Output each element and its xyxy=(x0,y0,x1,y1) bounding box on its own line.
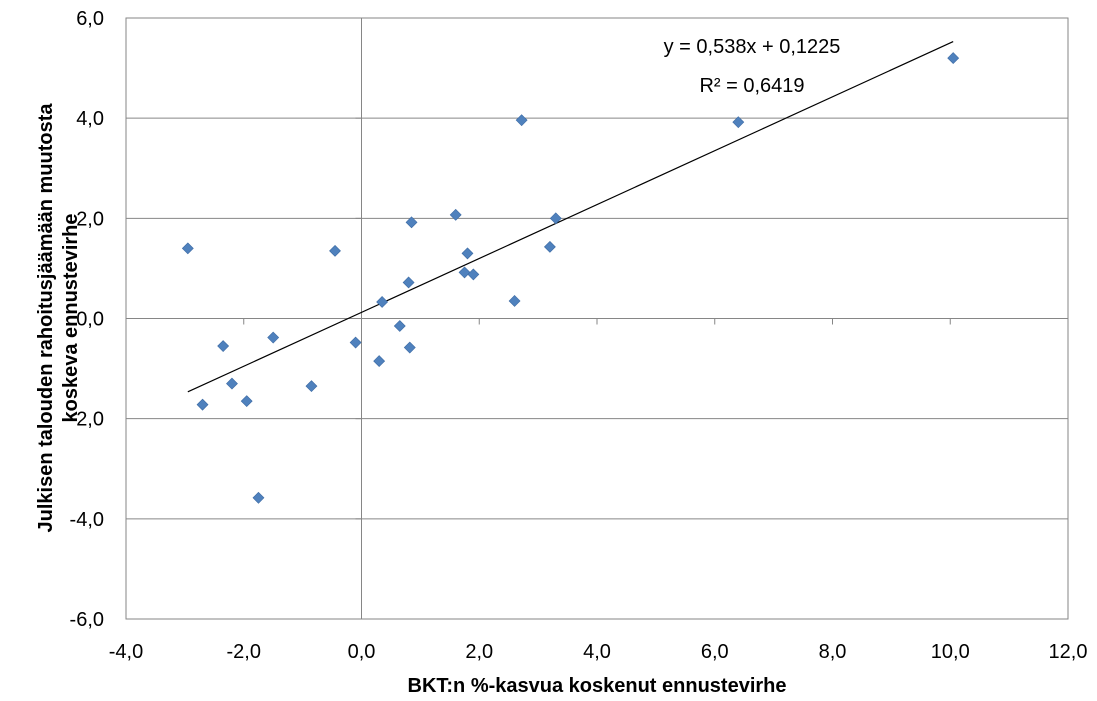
y-tick-label: 6,0 xyxy=(76,8,104,30)
data-point xyxy=(305,380,318,393)
data-point xyxy=(467,268,480,281)
data-point xyxy=(240,395,253,408)
data-point xyxy=(196,398,209,411)
y-axis-title-line-1: Julkisen talouden rahoitusjäämään muutos… xyxy=(35,103,57,533)
x-tick-label: 10,0 xyxy=(931,641,970,663)
x-tick-label: 2,0 xyxy=(465,641,493,663)
x-tick-label: -2,0 xyxy=(227,641,261,663)
data-point xyxy=(461,247,474,260)
x-tick-label: 8,0 xyxy=(819,641,847,663)
data-point xyxy=(732,116,745,129)
y-tick-label: 0,0 xyxy=(76,309,104,331)
x-tick-label: 12,0 xyxy=(1049,641,1088,663)
y-tick-label: -6,0 xyxy=(70,609,104,631)
data-point xyxy=(458,266,471,279)
r-squared-label: R² = 0,6419 xyxy=(699,75,804,97)
x-tick-label: -4,0 xyxy=(109,641,143,663)
data-point xyxy=(349,336,362,349)
data-point xyxy=(515,114,528,127)
trendline xyxy=(187,41,954,393)
data-point xyxy=(947,52,960,64)
x-tick-label: 6,0 xyxy=(701,641,729,663)
data-points xyxy=(181,52,960,504)
tick-labels: -4,0 -2,0 0,0 2,0 4,0 6,0 8,0 10,0 12,0-6,0-4,02… xyxy=(70,8,1088,663)
data-point xyxy=(403,341,416,354)
data-point xyxy=(252,491,265,504)
data-point xyxy=(508,295,521,307)
x-tick-label: 0,0 xyxy=(348,641,376,663)
data-point xyxy=(405,216,418,229)
data-point xyxy=(373,355,386,367)
x-axis-title: BKT:n %-kasvua koskenut ennustevirhe xyxy=(408,675,787,697)
data-point xyxy=(376,296,389,308)
data-point xyxy=(393,320,406,332)
data-point xyxy=(181,242,194,255)
data-point xyxy=(329,244,341,257)
y-tick-label: 2,0 xyxy=(76,208,104,230)
trendline-equation: y = 0,538x + 0,1225 xyxy=(664,36,841,58)
x-tick-label: 4,0 xyxy=(583,641,611,663)
y-tick-label: -4,0 xyxy=(70,509,104,531)
y-tick-label: 4,0 xyxy=(76,108,104,130)
data-point xyxy=(267,331,280,344)
data-point xyxy=(549,212,562,225)
y-tick-label: 2,0 xyxy=(76,409,104,431)
data-point xyxy=(543,240,556,253)
data-point xyxy=(217,340,230,352)
y-axis-title: Julkisen talouden rahoitusjäämään muutos… xyxy=(35,103,82,533)
data-point xyxy=(402,276,415,289)
data-point xyxy=(449,208,462,221)
y-axis-title-line-2: koskeva ennustevirhe xyxy=(60,214,82,423)
axes xyxy=(125,17,1069,620)
trendline-group xyxy=(187,41,954,393)
data-point xyxy=(226,377,238,390)
